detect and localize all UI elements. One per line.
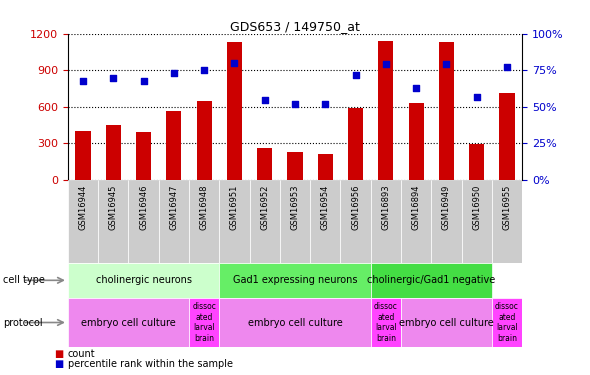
Text: GSM16949: GSM16949 bbox=[442, 184, 451, 230]
Text: GSM16956: GSM16956 bbox=[351, 184, 360, 230]
Bar bbox=[401, 298, 492, 347]
Text: cell type: cell type bbox=[3, 275, 45, 285]
Text: GSM16955: GSM16955 bbox=[503, 184, 512, 230]
Text: cholinergic/Gad1 negative: cholinergic/Gad1 negative bbox=[367, 275, 496, 285]
Point bbox=[169, 70, 179, 76]
Bar bbox=[257, 148, 272, 180]
Bar bbox=[469, 144, 484, 180]
Bar bbox=[227, 42, 242, 180]
Text: embryo cell culture: embryo cell culture bbox=[399, 318, 494, 327]
Text: ■: ■ bbox=[54, 350, 64, 359]
Text: Gad1 expressing neurons: Gad1 expressing neurons bbox=[232, 275, 358, 285]
Bar bbox=[401, 180, 431, 262]
Text: percentile rank within the sample: percentile rank within the sample bbox=[68, 359, 233, 369]
Text: GSM16945: GSM16945 bbox=[109, 184, 118, 230]
Bar bbox=[68, 298, 189, 347]
Text: GSM16950: GSM16950 bbox=[472, 184, 481, 230]
Bar bbox=[189, 298, 219, 347]
Bar bbox=[371, 298, 401, 347]
Text: GSM16951: GSM16951 bbox=[230, 184, 239, 230]
Bar bbox=[461, 180, 492, 262]
Point bbox=[502, 64, 512, 70]
Bar bbox=[492, 298, 522, 347]
Point bbox=[442, 62, 451, 68]
Bar bbox=[431, 180, 461, 262]
Bar bbox=[499, 93, 514, 180]
Text: GSM16893: GSM16893 bbox=[381, 184, 391, 230]
Bar bbox=[280, 180, 310, 262]
Point bbox=[230, 60, 239, 66]
Point bbox=[472, 94, 481, 100]
Bar bbox=[189, 180, 219, 262]
Text: ■: ■ bbox=[54, 359, 64, 369]
Text: GSM16953: GSM16953 bbox=[290, 184, 300, 230]
Point bbox=[351, 72, 360, 78]
Bar bbox=[317, 154, 333, 180]
Bar bbox=[76, 131, 91, 180]
Point bbox=[290, 101, 300, 107]
Bar bbox=[166, 111, 182, 180]
Text: embryo cell culture: embryo cell culture bbox=[81, 318, 176, 327]
Bar bbox=[98, 180, 129, 262]
Text: GSM16944: GSM16944 bbox=[78, 184, 87, 230]
Bar bbox=[219, 298, 371, 347]
Bar bbox=[287, 152, 303, 180]
Bar bbox=[310, 180, 340, 262]
Bar bbox=[340, 180, 371, 262]
Bar bbox=[378, 41, 394, 180]
Bar bbox=[136, 132, 151, 180]
Bar bbox=[196, 101, 212, 180]
Bar bbox=[106, 125, 121, 180]
Bar bbox=[129, 180, 159, 262]
Bar bbox=[348, 108, 363, 180]
Bar bbox=[219, 262, 371, 298]
Point bbox=[411, 85, 421, 91]
Point bbox=[320, 101, 330, 107]
Text: count: count bbox=[68, 350, 96, 359]
Text: dissoc
ated
larval
brain: dissoc ated larval brain bbox=[495, 302, 519, 343]
Point bbox=[199, 68, 209, 74]
Title: GDS653 / 149750_at: GDS653 / 149750_at bbox=[230, 20, 360, 33]
Bar bbox=[492, 180, 522, 262]
Bar bbox=[371, 180, 401, 262]
Text: GSM16948: GSM16948 bbox=[199, 184, 209, 230]
Point bbox=[381, 62, 391, 68]
Point bbox=[139, 78, 148, 84]
Bar bbox=[250, 180, 280, 262]
Text: GSM16894: GSM16894 bbox=[412, 184, 421, 230]
Text: dissoc
ated
larval
brain: dissoc ated larval brain bbox=[374, 302, 398, 343]
Bar bbox=[219, 180, 250, 262]
Bar bbox=[159, 180, 189, 262]
Bar bbox=[68, 262, 219, 298]
Text: GSM16947: GSM16947 bbox=[169, 184, 178, 230]
Text: GSM16954: GSM16954 bbox=[321, 184, 330, 230]
Text: cholinergic neurons: cholinergic neurons bbox=[96, 275, 192, 285]
Point bbox=[109, 75, 118, 81]
Text: dissoc
ated
larval
brain: dissoc ated larval brain bbox=[192, 302, 216, 343]
Text: GSM16946: GSM16946 bbox=[139, 184, 148, 230]
Bar bbox=[408, 103, 424, 180]
Text: embryo cell culture: embryo cell culture bbox=[248, 318, 342, 327]
Bar bbox=[371, 262, 492, 298]
Point bbox=[260, 97, 270, 103]
Bar bbox=[68, 180, 98, 262]
Point bbox=[78, 78, 88, 84]
Text: protocol: protocol bbox=[3, 318, 42, 327]
Text: GSM16952: GSM16952 bbox=[260, 184, 269, 230]
Bar bbox=[439, 42, 454, 180]
